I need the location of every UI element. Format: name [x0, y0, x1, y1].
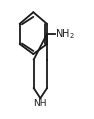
Text: NH$_2$: NH$_2$	[55, 27, 75, 41]
Text: NH: NH	[34, 99, 47, 108]
